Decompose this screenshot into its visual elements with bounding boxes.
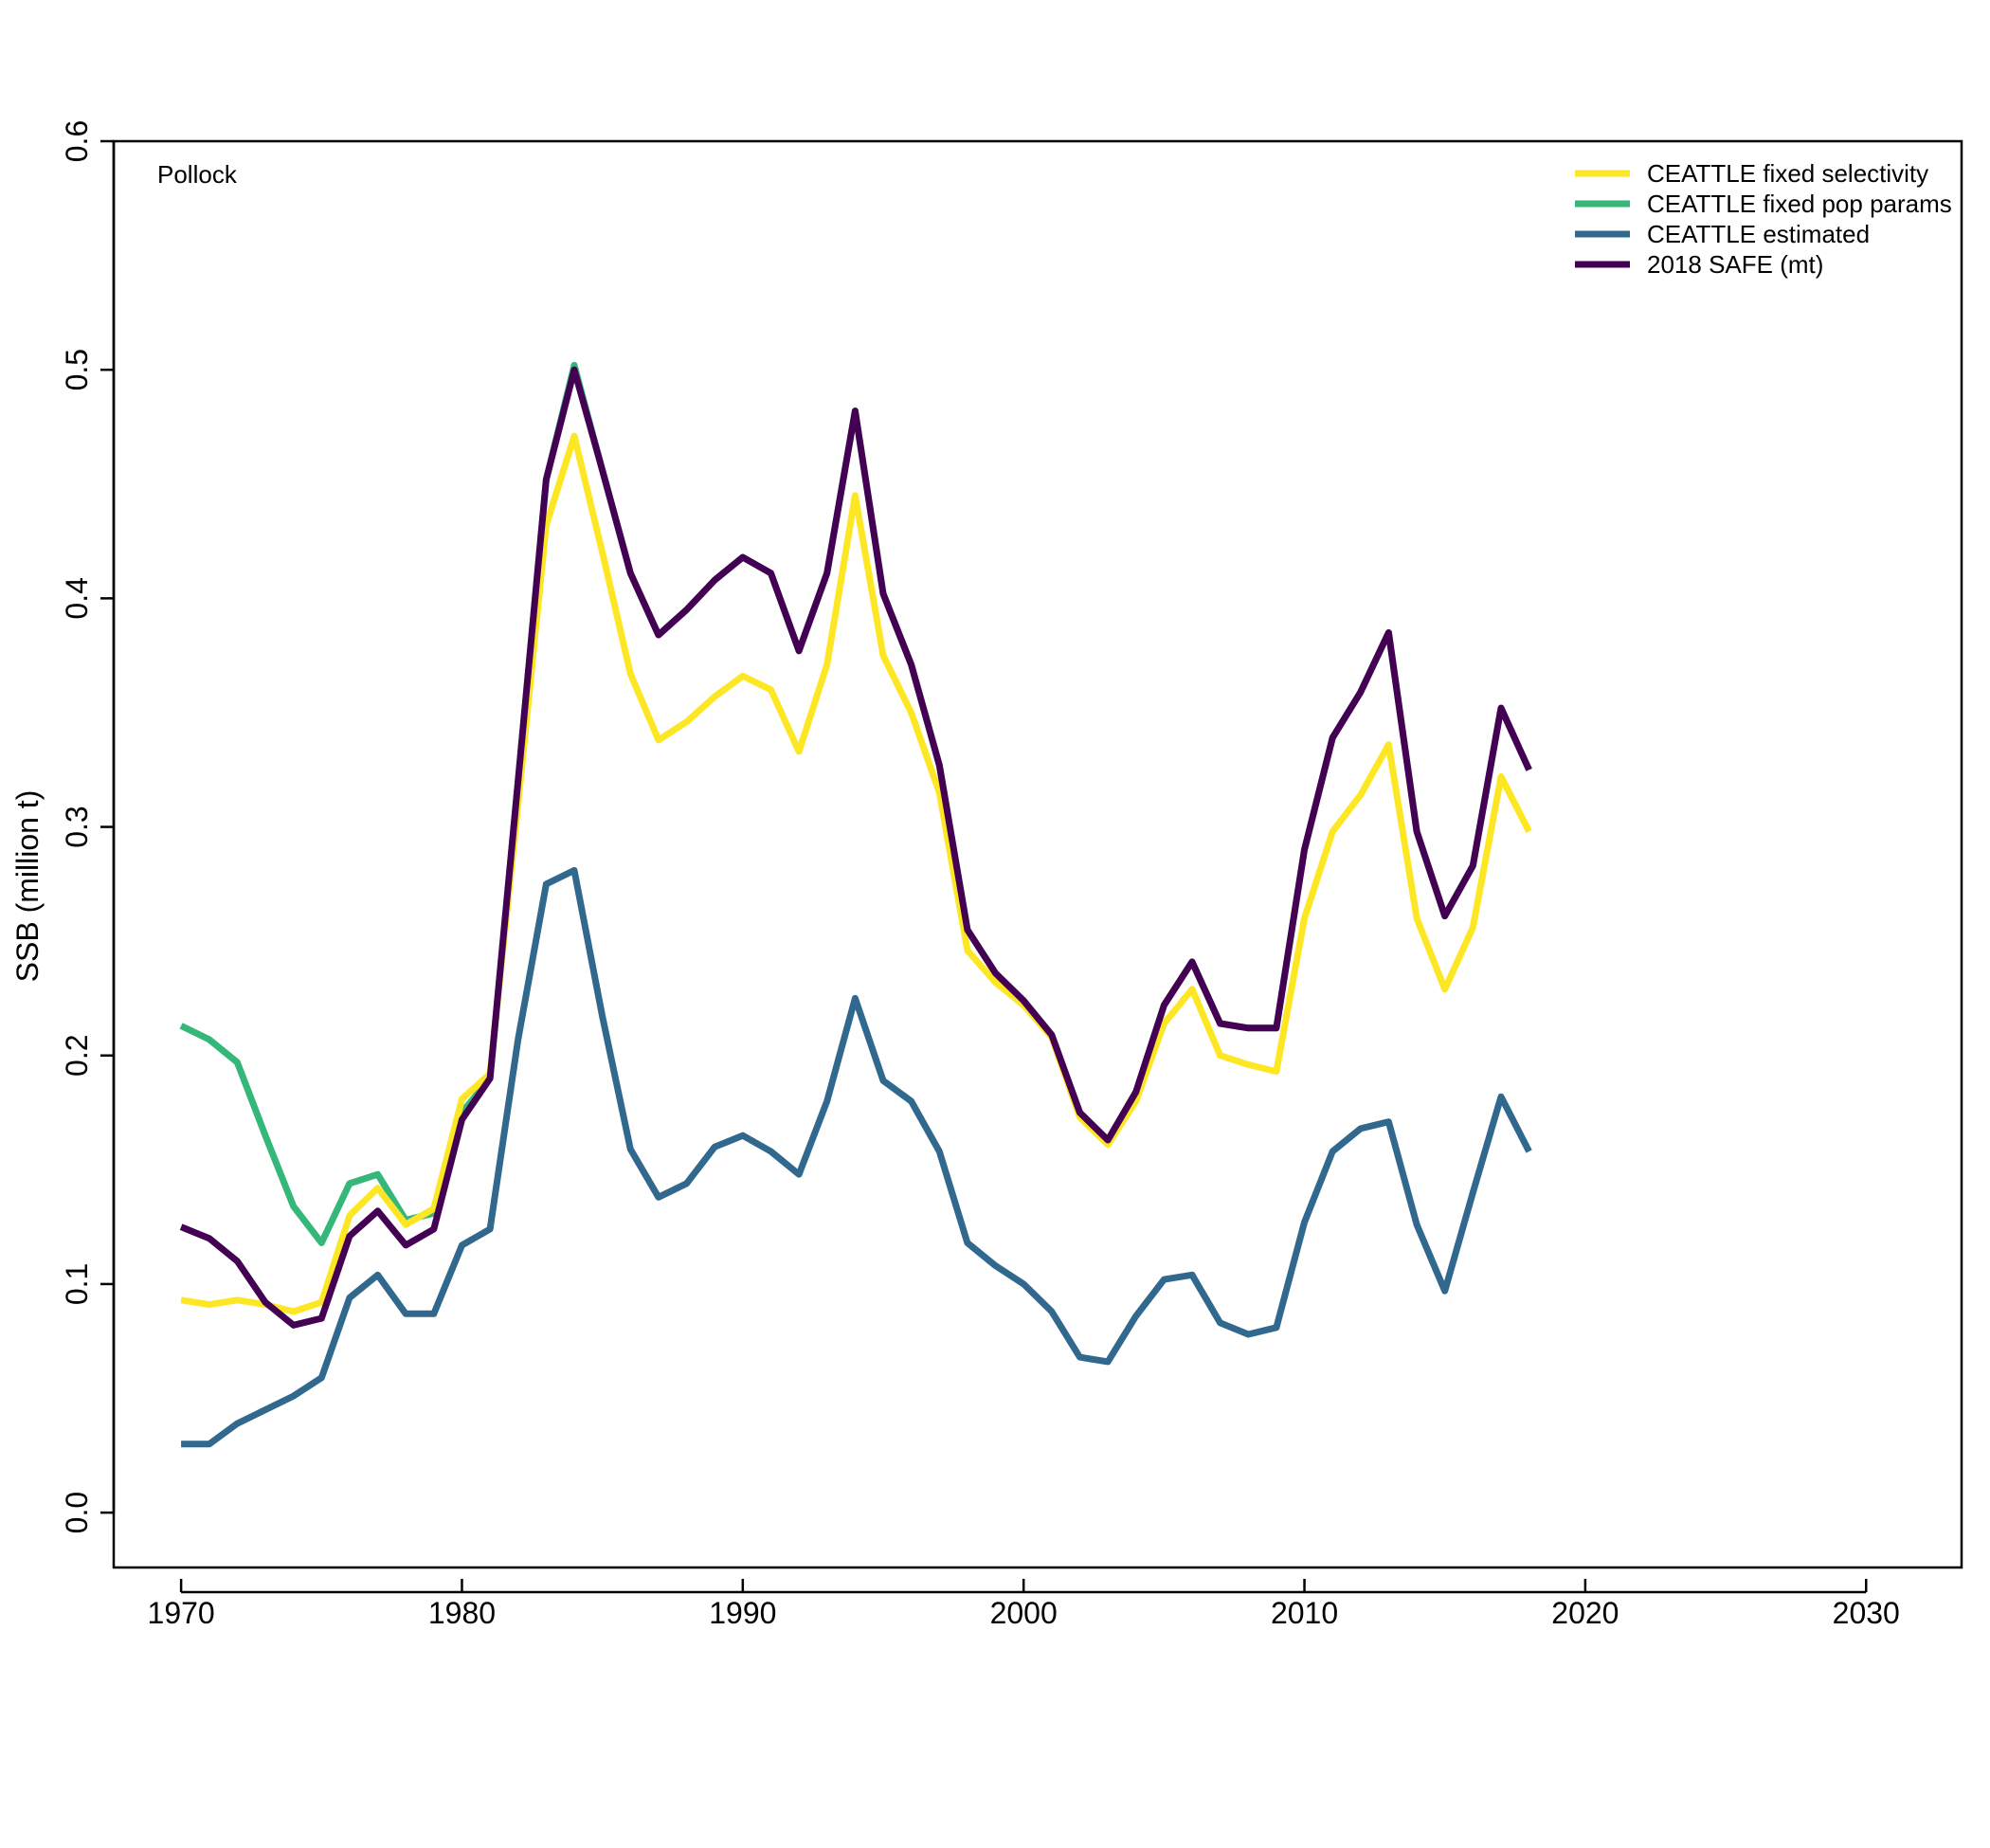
- series-line-2: [181, 866, 1532, 1448]
- x-tick-label: 1990: [709, 1596, 776, 1630]
- y-tick-label: 0.1: [60, 1263, 94, 1305]
- y-axis-title: SSB (million t): [10, 790, 45, 983]
- series-line-1: [180, 432, 1532, 1315]
- y-tick-label: 0.0: [60, 1492, 94, 1533]
- y-axis: 0.0 0.1 0.2 0.3 0.4 0.5 0.6: [60, 120, 116, 1533]
- panel-label: Pollock: [157, 160, 238, 189]
- x-tick-label: 2000: [990, 1596, 1058, 1630]
- x-tick-label: 2010: [1271, 1596, 1338, 1630]
- y-tick-label: 0.6: [60, 120, 94, 162]
- series-line-3: [179, 366, 1532, 1329]
- series-layer: [179, 361, 1532, 1448]
- y-tick-label: 0.2: [60, 1035, 94, 1077]
- x-axis: 1970 1980 1990 2000 2010 2020 2030: [148, 1579, 1900, 1630]
- x-tick-label: 2020: [1551, 1596, 1619, 1630]
- legend-label: CEATTLE fixed pop params: [1647, 190, 1952, 218]
- x-tick-label: 2030: [1833, 1596, 1900, 1630]
- y-tick-label: 0.5: [60, 349, 94, 390]
- legend-label: CEATTLE fixed selectivity: [1647, 159, 1928, 188]
- legend-label: CEATTLE estimated: [1647, 220, 1870, 248]
- legend-label: 2018 SAFE (mt): [1647, 250, 1823, 279]
- x-tick-label: 1970: [148, 1596, 215, 1630]
- y-tick-label: 0.3: [60, 806, 94, 847]
- y-tick-label: 0.4: [60, 577, 94, 619]
- x-tick-label: 1980: [428, 1596, 496, 1630]
- plot-frame: [112, 139, 1963, 1569]
